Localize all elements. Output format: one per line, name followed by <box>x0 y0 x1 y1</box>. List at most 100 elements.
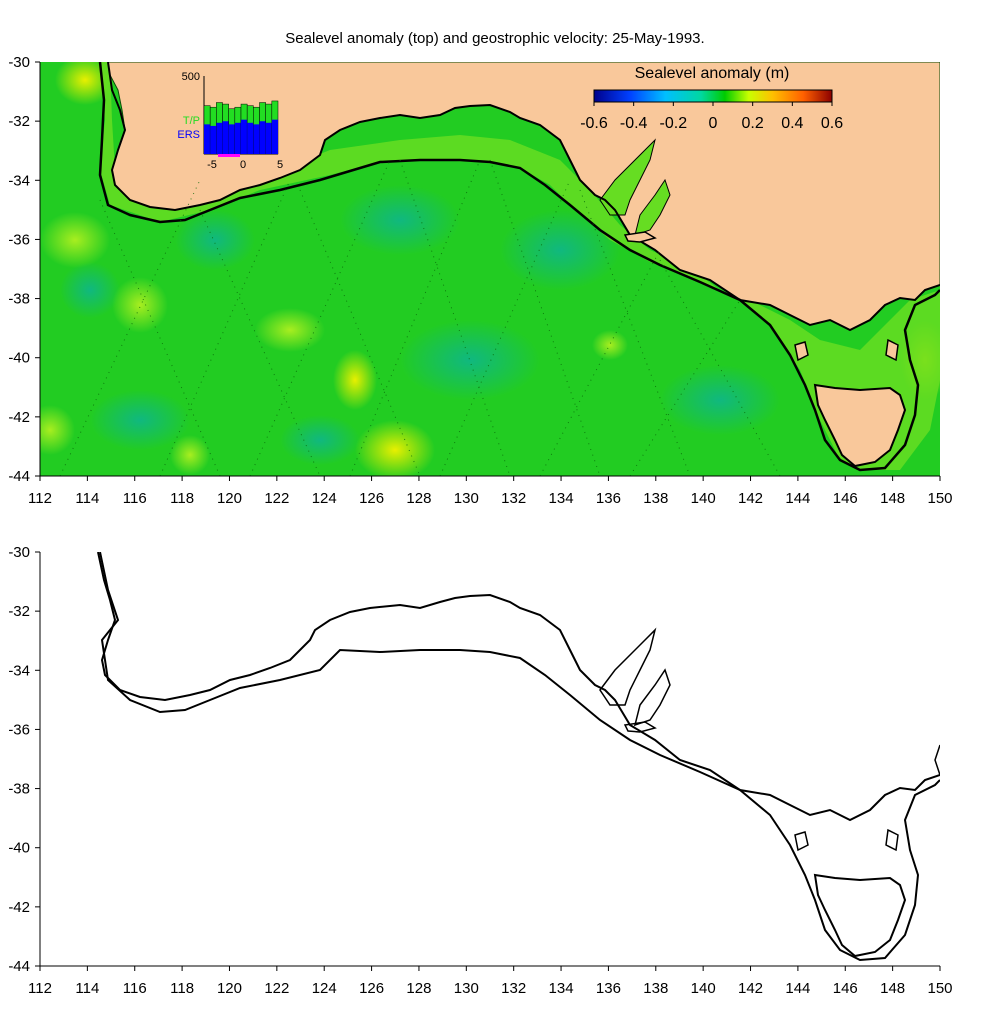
lon-tick-label: 134 <box>549 490 574 507</box>
inset-x-tick: 5 <box>277 159 283 171</box>
bass-strait-island <box>794 831 809 852</box>
lat-tick-label: -36 <box>8 231 30 248</box>
colorbar-tick-label: 0.6 <box>821 115 843 132</box>
lat-tick-label: -38 <box>8 781 30 798</box>
inset-ers-bar <box>216 122 223 154</box>
inset-histogram: 500 T/P ERS -5 0 5 <box>177 71 283 171</box>
inset-ers-bar <box>222 121 229 154</box>
lat-tick-label: -32 <box>8 113 30 130</box>
lat-tick-label: -30 <box>8 544 30 561</box>
lon-tick-label: 124 <box>312 980 337 997</box>
colorbar-tick-label: -0.4 <box>620 115 648 132</box>
lon-tick-label: 112 <box>28 980 52 997</box>
lat-tick-label: -32 <box>8 603 30 620</box>
lon-tick-label: 134 <box>549 980 574 997</box>
lon-tick-label: 114 <box>75 980 99 997</box>
lon-tick-label: 140 <box>691 980 716 997</box>
spencer-gulf <box>599 627 657 706</box>
lon-tick-label: 148 <box>880 490 905 507</box>
inset-ers-bar <box>234 122 241 154</box>
geostrophic-velocity-map: 112 114 116 118 120 122 124 126 128 130 132 134 136 1… <box>8 544 952 997</box>
lon-tick-label: 128 <box>406 490 431 507</box>
figure-title: Sealevel anomaly (top) and geostrophic v… <box>285 30 705 47</box>
inset-ers-bar <box>241 119 248 154</box>
colorbar-tick-label: -0.2 <box>660 115 688 132</box>
coastline <box>97 552 940 822</box>
colorbar-tick-label: -0.6 <box>580 115 608 132</box>
coast-right-edge <box>934 744 940 776</box>
lon-tick-label: 118 <box>170 980 194 997</box>
lat-tick-label: -42 <box>8 409 30 426</box>
inset-ymax: 500 <box>182 71 200 83</box>
lon-tick-label: 116 <box>123 490 147 507</box>
inset-ers-bar <box>271 119 278 154</box>
lat-tick-label: -44 <box>8 468 30 485</box>
lon-tick-label: 148 <box>880 980 905 997</box>
top-lon-axis: 112 114 116 118 120 122 124 126 128 130 132 134 136 1… <box>28 476 953 507</box>
shelf-edge-contour <box>99 552 940 962</box>
inset-window-marker <box>218 154 240 157</box>
kangaroo-island <box>623 721 657 733</box>
lon-tick-label: 120 <box>217 490 242 507</box>
inset-ers-bar <box>259 121 266 154</box>
lat-tick-label: -44 <box>8 958 30 975</box>
colorbar-bar <box>593 89 833 103</box>
lat-tick-label: -40 <box>8 840 30 857</box>
lon-tick-label: 122 <box>264 980 289 997</box>
lon-tick-label: 118 <box>170 490 194 507</box>
kangaroo-island <box>623 231 657 243</box>
inset-ers-bar <box>253 124 260 154</box>
colorbar-tick-label: 0.2 <box>742 115 764 132</box>
inset-tp-label: T/P <box>183 115 200 127</box>
lat-tick-label: -38 <box>8 291 30 308</box>
lon-tick-label: 132 <box>501 980 526 997</box>
inset-ers-label: ERS <box>177 129 200 141</box>
bass-strait-island <box>885 828 899 852</box>
lon-tick-label: 128 <box>406 980 431 997</box>
bottom-lat-axis: -30 -32 -34 -36 -38 -40 -42 -44 <box>8 544 40 975</box>
lon-tick-label: 150 <box>927 980 952 997</box>
colorbar: Sealevel anomaly (m) -0.6 -0.4 -0.2 0 0.2 0.4… <box>580 65 843 132</box>
lon-tick-label: 116 <box>123 980 147 997</box>
sealevel-anomaly-map: 112 114 116 118 120 122 124 126 128 130 132 134 136 1… <box>8 54 952 507</box>
satellite-tracks <box>59 159 781 476</box>
lon-tick-label: 130 <box>454 980 479 997</box>
inset-ers-bar <box>210 125 217 154</box>
lon-tick-label: 130 <box>454 490 479 507</box>
top-lat-axis: -30 -32 -34 -36 -38 -40 -42 -44 <box>8 54 40 485</box>
lat-tick-label: -42 <box>8 899 30 916</box>
lon-tick-label: 136 <box>596 980 621 997</box>
lon-tick-label: 126 <box>359 980 384 997</box>
bass-strait-island <box>794 341 809 362</box>
lon-tick-label: 146 <box>833 490 858 507</box>
shelf-edge-contour <box>98 62 940 472</box>
lon-tick-label: 142 <box>738 980 763 997</box>
spencer-gulf <box>599 138 656 216</box>
inset-x-tick: -5 <box>207 159 217 171</box>
gulf-st-vincent <box>633 668 671 727</box>
lon-tick-label: 132 <box>501 490 526 507</box>
lon-tick-label: 136 <box>596 490 621 507</box>
lon-tick-label: 144 <box>785 980 810 997</box>
lon-tick-label: 146 <box>833 980 858 997</box>
shelf-zone <box>100 62 940 470</box>
lat-tick-label: -40 <box>8 350 30 367</box>
anomaly-field <box>40 62 940 476</box>
inset-ers-bar <box>265 122 272 154</box>
lon-tick-label: 142 <box>738 490 763 507</box>
colorbar-tick-label: 0.4 <box>781 115 803 132</box>
lon-tick-label: 138 <box>643 980 668 997</box>
lon-tick-label: 126 <box>359 490 384 507</box>
tasmania <box>813 383 907 468</box>
lat-tick-label: -34 <box>8 172 30 189</box>
bottom-lon-axis: 112 114 116 118 120 122 124 126 128 130 132 134 136 1… <box>28 966 953 997</box>
inset-ers-bar <box>204 124 211 154</box>
inset-x-tick: 0 <box>240 159 246 171</box>
inset-ers-bar <box>247 122 254 154</box>
lat-tick-label: -34 <box>8 662 30 679</box>
lon-tick-label: 112 <box>28 490 52 507</box>
lon-tick-label: 120 <box>217 980 242 997</box>
lon-tick-label: 144 <box>785 490 810 507</box>
colorbar-tick-label: 0 <box>709 115 718 132</box>
